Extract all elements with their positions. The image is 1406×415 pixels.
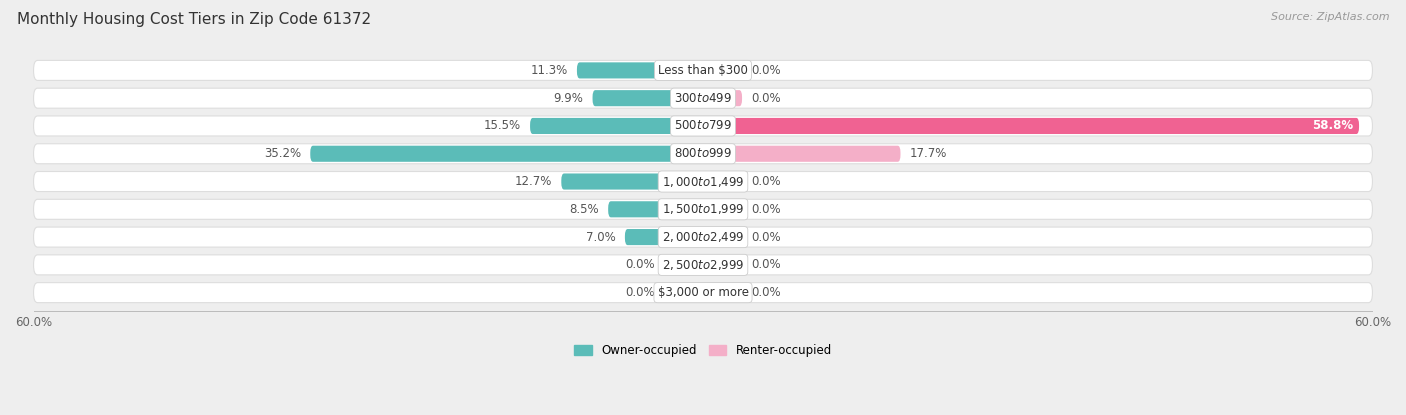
- Text: 17.7%: 17.7%: [910, 147, 946, 160]
- Text: 8.5%: 8.5%: [569, 203, 599, 216]
- FancyBboxPatch shape: [592, 90, 703, 106]
- Text: 0.0%: 0.0%: [751, 203, 780, 216]
- FancyBboxPatch shape: [609, 201, 703, 217]
- FancyBboxPatch shape: [34, 171, 1372, 192]
- Text: 0.0%: 0.0%: [751, 286, 780, 299]
- FancyBboxPatch shape: [703, 229, 742, 245]
- FancyBboxPatch shape: [34, 144, 1372, 164]
- Legend: Owner-occupied, Renter-occupied: Owner-occupied, Renter-occupied: [569, 339, 837, 361]
- Text: 0.0%: 0.0%: [751, 64, 780, 77]
- Text: $3,000 or more: $3,000 or more: [658, 286, 748, 299]
- FancyBboxPatch shape: [703, 173, 742, 190]
- FancyBboxPatch shape: [34, 88, 1372, 108]
- FancyBboxPatch shape: [34, 255, 1372, 275]
- FancyBboxPatch shape: [703, 118, 1360, 134]
- FancyBboxPatch shape: [530, 118, 703, 134]
- Text: 35.2%: 35.2%: [264, 147, 301, 160]
- FancyBboxPatch shape: [703, 257, 742, 273]
- FancyBboxPatch shape: [34, 283, 1372, 303]
- Text: 58.8%: 58.8%: [1312, 120, 1354, 132]
- Text: 12.7%: 12.7%: [515, 175, 553, 188]
- Text: 7.0%: 7.0%: [586, 231, 616, 244]
- Text: Source: ZipAtlas.com: Source: ZipAtlas.com: [1271, 12, 1389, 22]
- FancyBboxPatch shape: [664, 285, 703, 301]
- Text: 0.0%: 0.0%: [751, 231, 780, 244]
- Text: 0.0%: 0.0%: [626, 259, 655, 271]
- Text: $2,500 to $2,999: $2,500 to $2,999: [662, 258, 744, 272]
- FancyBboxPatch shape: [34, 61, 1372, 81]
- FancyBboxPatch shape: [34, 199, 1372, 219]
- Text: 0.0%: 0.0%: [751, 92, 780, 105]
- FancyBboxPatch shape: [703, 146, 900, 162]
- FancyBboxPatch shape: [624, 229, 703, 245]
- Text: Monthly Housing Cost Tiers in Zip Code 61372: Monthly Housing Cost Tiers in Zip Code 6…: [17, 12, 371, 27]
- Text: 9.9%: 9.9%: [554, 92, 583, 105]
- FancyBboxPatch shape: [561, 173, 703, 190]
- FancyBboxPatch shape: [576, 62, 703, 78]
- FancyBboxPatch shape: [703, 201, 742, 217]
- FancyBboxPatch shape: [34, 227, 1372, 247]
- Text: 11.3%: 11.3%: [530, 64, 568, 77]
- FancyBboxPatch shape: [703, 62, 742, 78]
- Text: 0.0%: 0.0%: [751, 259, 780, 271]
- FancyBboxPatch shape: [703, 90, 742, 106]
- Text: 0.0%: 0.0%: [751, 175, 780, 188]
- FancyBboxPatch shape: [34, 116, 1372, 136]
- Text: $800 to $999: $800 to $999: [673, 147, 733, 160]
- FancyBboxPatch shape: [311, 146, 703, 162]
- FancyBboxPatch shape: [664, 257, 703, 273]
- Text: $300 to $499: $300 to $499: [673, 92, 733, 105]
- FancyBboxPatch shape: [703, 285, 742, 301]
- Text: $1,000 to $1,499: $1,000 to $1,499: [662, 175, 744, 188]
- Text: 15.5%: 15.5%: [484, 120, 522, 132]
- Text: $500 to $799: $500 to $799: [673, 120, 733, 132]
- Text: Less than $300: Less than $300: [658, 64, 748, 77]
- Text: $1,500 to $1,999: $1,500 to $1,999: [662, 202, 744, 216]
- Text: $2,000 to $2,499: $2,000 to $2,499: [662, 230, 744, 244]
- Text: 0.0%: 0.0%: [626, 286, 655, 299]
